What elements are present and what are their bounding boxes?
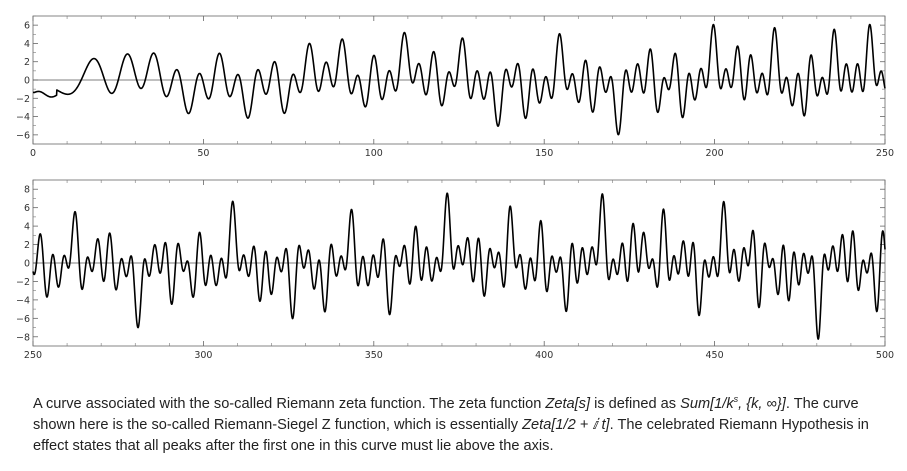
x-tick-label: 450 — [706, 350, 724, 361]
chart-top: 0 50 100 150 200 250 −6 −4 −2 0 2 4 6 — [16, 15, 894, 159]
caption-text-4: . The celebrated Riemann Hypothesis in e… — [33, 416, 869, 454]
x-tick-label: 50 — [197, 148, 209, 159]
y-tick-label: 2 — [24, 240, 30, 251]
chart-bottom: 250 300 350 400 450 500 −8 −6 −4 −2 0 2 4 6 8 — [16, 179, 894, 361]
z-function-curve — [32, 23, 886, 136]
caption-zeta-s: Zeta[s] — [545, 395, 591, 412]
caption-zeta-half: Zeta[1/2 + ⅈ t] — [522, 416, 610, 433]
y-tick-label: 6 — [24, 21, 30, 32]
x-tick-label: 350 — [365, 350, 383, 361]
caption-sum-sup: s — [733, 394, 739, 404]
y-tick-label: 2 — [24, 57, 30, 68]
x-tick-label: 250 — [876, 148, 894, 159]
y-tick-label: 8 — [24, 185, 30, 196]
caption-text-3: . The curve shown here is the so-called … — [33, 395, 859, 433]
y-tick-label: −2 — [16, 94, 30, 105]
caption-sum-b: , {k, ∞}] — [738, 395, 786, 412]
x-tick-label: 400 — [535, 350, 553, 361]
x-tick-label: 300 — [194, 350, 212, 361]
x-tick-label: 100 — [365, 148, 383, 159]
y-tick-label: 0 — [24, 259, 30, 270]
x-tick-label: 500 — [876, 350, 894, 361]
x-tick-label: 200 — [706, 148, 724, 159]
caption-text-1: A curve associated with the so-called Ri… — [33, 395, 546, 412]
y-tick-label: −8 — [16, 332, 30, 343]
y-tick-label: −4 — [16, 112, 30, 123]
y-tick-label: −4 — [16, 295, 30, 306]
y-tick-label: 6 — [24, 203, 30, 214]
y-tick-label: 4 — [24, 39, 30, 50]
y-tick-label: −6 — [16, 314, 30, 325]
z-function-curve — [32, 192, 886, 340]
caption-text-2: is defined as — [590, 395, 681, 412]
y-tick-label: −6 — [16, 130, 30, 141]
x-tick-label: 0 — [30, 148, 36, 159]
x-tick-label: 150 — [535, 148, 553, 159]
y-tick-label: 4 — [24, 222, 30, 233]
caption-sum-a: Sum[1/k — [680, 395, 734, 412]
x-tick-label: 250 — [24, 350, 42, 361]
y-tick-label: 0 — [24, 76, 30, 87]
figure-caption: A curve associated with the so-called Ri… — [33, 389, 893, 457]
y-tick-label: −2 — [16, 277, 30, 288]
